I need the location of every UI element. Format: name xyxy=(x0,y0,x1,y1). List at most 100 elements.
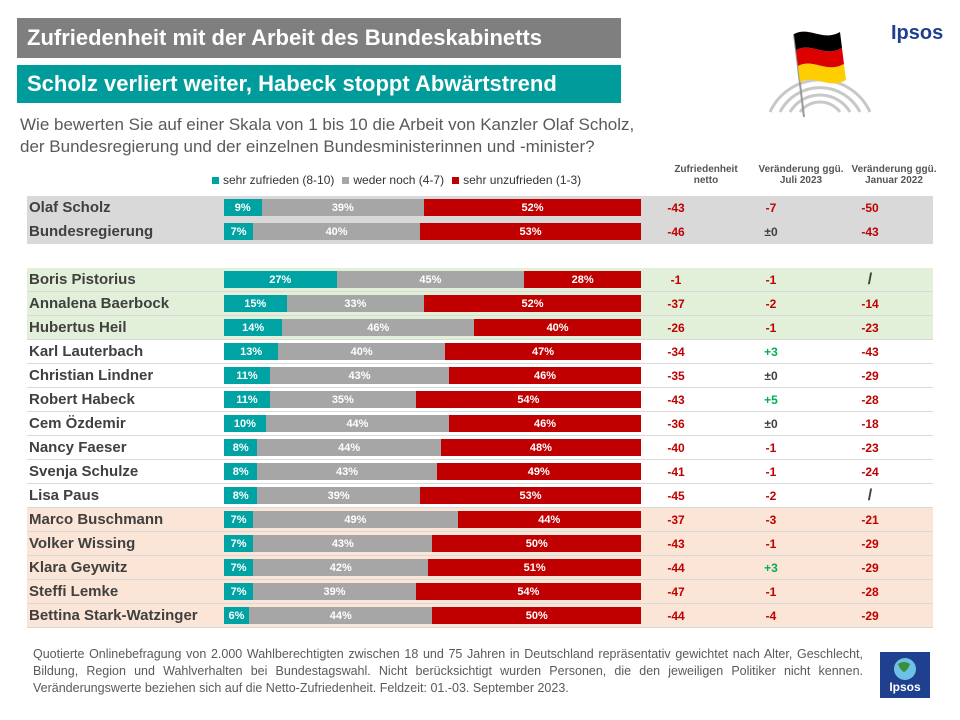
value-netto: -36 xyxy=(667,417,685,431)
chart-row: Hubertus Heil 14% 46% 40% -26 -1 -23 xyxy=(27,316,933,340)
row-label: Boris Pistorius xyxy=(29,271,136,288)
chart-row: Boris Pistorius 27% 45% 28% -1 -1 / xyxy=(27,268,933,292)
value-netto: -37 xyxy=(667,297,685,311)
column-header-change-july-text: Veränderung ggü. Juli 2023 xyxy=(758,164,844,186)
stacked-bar: 10% 44% 46% xyxy=(224,415,641,432)
bar-segment-satisfied: 7% xyxy=(224,559,254,576)
value-change-january: -23 xyxy=(861,441,879,455)
footnote: Quotierte Onlinebefragung von 2.000 Wahl… xyxy=(33,647,863,695)
stacked-bar: 11% 35% 54% xyxy=(224,391,641,408)
bar-segment-neutral: 39% xyxy=(253,583,416,600)
bar-segment-satisfied: 11% xyxy=(224,391,270,408)
chart-row: Steffi Lemke 7% 39% 54% -47 -1 -28 xyxy=(27,580,933,604)
row-label: Klara Geywitz xyxy=(29,559,128,576)
question-line-2: der Bundesregierung und der einzelnen Bu… xyxy=(20,137,595,156)
value-netto: -44 xyxy=(667,561,685,575)
bar-segment-neutral: 49% xyxy=(253,511,458,528)
value-change-july: -1 xyxy=(765,585,777,599)
chart-row: Lisa Paus 8% 39% 53% -45 -2 / xyxy=(27,484,933,508)
stacked-bar: 14% 46% 40% xyxy=(224,319,641,336)
row-label: Steffi Lemke xyxy=(29,583,119,600)
legend-swatch-unsatisfied xyxy=(452,176,460,184)
bar-segment-unsatisfied: 46% xyxy=(449,367,641,384)
value-change-july: +5 xyxy=(764,393,778,407)
bundestag-flag-emblem-icon xyxy=(768,31,872,118)
bar-segment-satisfied: 7% xyxy=(224,535,254,552)
bar-segment-satisfied: 7% xyxy=(224,223,254,240)
value-netto: -34 xyxy=(667,345,685,359)
value-netto: -43 xyxy=(667,393,685,407)
row-label: Christian Lindner xyxy=(29,367,154,384)
stacked-bar: 7% 40% 53% xyxy=(224,223,641,240)
chart-row: Bundesregierung 7% 40% 53% -46 ±0 -43 xyxy=(27,220,933,244)
bar-segment-unsatisfied: 44% xyxy=(457,511,641,528)
value-change-july: ±0 xyxy=(764,369,778,383)
value-change-january: / xyxy=(867,271,873,288)
value-change-july: -1 xyxy=(765,465,777,479)
value-change-january: -28 xyxy=(861,585,879,599)
value-change-january: -29 xyxy=(861,609,879,623)
row-label: Bettina Stark-Watzinger xyxy=(29,607,198,624)
chart-row: Robert Habeck 11% 35% 54% -43 +5 -28 xyxy=(27,388,933,412)
value-change-january: -43 xyxy=(861,345,879,359)
stacked-bar: 7% 39% 54% xyxy=(224,583,641,600)
value-netto: -45 xyxy=(667,489,685,503)
row-label: Hubertus Heil xyxy=(29,319,127,336)
row-label: Cem Özdemir xyxy=(29,415,126,432)
column-header-netto-text: Zufriedenheit netto xyxy=(674,164,738,186)
value-netto: -1 xyxy=(670,273,682,287)
ipsos-globe-icon xyxy=(894,658,916,680)
legend-label-unsatisfied: sehr unzufrieden (1-3) xyxy=(463,173,582,187)
bar-segment-neutral: 33% xyxy=(286,295,425,312)
page-subtitle: Scholz verliert weiter, Habeck stoppt Ab… xyxy=(17,65,621,103)
bar-segment-satisfied: 13% xyxy=(224,343,279,360)
bar-segment-neutral: 43% xyxy=(253,535,433,552)
value-change-july: ±0 xyxy=(764,417,778,431)
value-netto: -43 xyxy=(667,201,685,215)
row-label: Nancy Faeser xyxy=(29,439,127,456)
page-title: Zufriedenheit mit der Arbeit des Bundesk… xyxy=(17,18,621,58)
value-change-july: -7 xyxy=(765,201,777,215)
bar-segment-neutral: 44% xyxy=(249,607,433,624)
bar-segment-satisfied: 8% xyxy=(224,439,258,456)
chart-row: Karl Lauterbach 13% 40% 47% -34 +3 -43 xyxy=(27,340,933,364)
value-change-july: -2 xyxy=(765,489,777,503)
bar-segment-neutral: 42% xyxy=(253,559,429,576)
bar-segment-unsatisfied: 40% xyxy=(474,319,641,336)
bar-segment-satisfied: 8% xyxy=(224,463,258,480)
legend-item-unsatisfied: sehr unzufrieden (1-3) xyxy=(452,173,581,187)
stacked-bar: 15% 33% 52% xyxy=(224,295,641,312)
ipsos-logo: Ipsos xyxy=(880,652,930,698)
chart-row: Nancy Faeser 8% 44% 48% -40 -1 -23 xyxy=(27,436,933,460)
legend-label-neutral: weder noch (4-7) xyxy=(353,173,445,187)
chart-row: Volker Wissing 7% 43% 50% -43 -1 -29 xyxy=(27,532,933,556)
question-line-1: Wie bewerten Sie auf einer Skala von 1 b… xyxy=(20,115,635,134)
value-netto: -37 xyxy=(667,513,685,527)
bar-segment-neutral: 44% xyxy=(257,439,441,456)
value-netto: -41 xyxy=(667,465,685,479)
value-change-january: -43 xyxy=(861,225,879,239)
column-header-change-july: Veränderung ggü. Juli 2023 xyxy=(756,164,846,186)
bar-segment-unsatisfied: 52% xyxy=(424,295,641,312)
bar-segment-unsatisfied: 54% xyxy=(415,583,641,600)
bar-segment-unsatisfied: 53% xyxy=(419,223,641,240)
bar-segment-neutral: 43% xyxy=(257,463,437,480)
stacked-bar: 8% 39% 53% xyxy=(224,487,641,504)
stacked-bar: 7% 42% 51% xyxy=(224,559,641,576)
bar-segment-satisfied: 27% xyxy=(224,271,337,288)
stacked-bar: 8% 43% 49% xyxy=(224,463,641,480)
stacked-bar: 6% 44% 50% xyxy=(224,607,641,624)
row-label: Annalena Baerbock xyxy=(29,295,170,312)
value-change-january: -29 xyxy=(861,537,879,551)
value-change-july: -1 xyxy=(765,321,777,335)
chart-row: Cem Özdemir 10% 44% 46% -36 ±0 -18 xyxy=(27,412,933,436)
bar-segment-neutral: 40% xyxy=(253,223,420,240)
bar-segment-neutral: 43% xyxy=(269,367,450,384)
bar-segment-satisfied: 11% xyxy=(224,367,270,384)
bar-segment-neutral: 45% xyxy=(336,271,525,288)
bar-segment-neutral: 39% xyxy=(257,487,420,504)
value-change-july: -3 xyxy=(765,513,777,527)
chart-row: Svenja Schulze 8% 43% 49% -41 -1 -24 xyxy=(27,460,933,484)
bar-segment-neutral: 35% xyxy=(269,391,416,408)
value-netto: -47 xyxy=(667,585,685,599)
